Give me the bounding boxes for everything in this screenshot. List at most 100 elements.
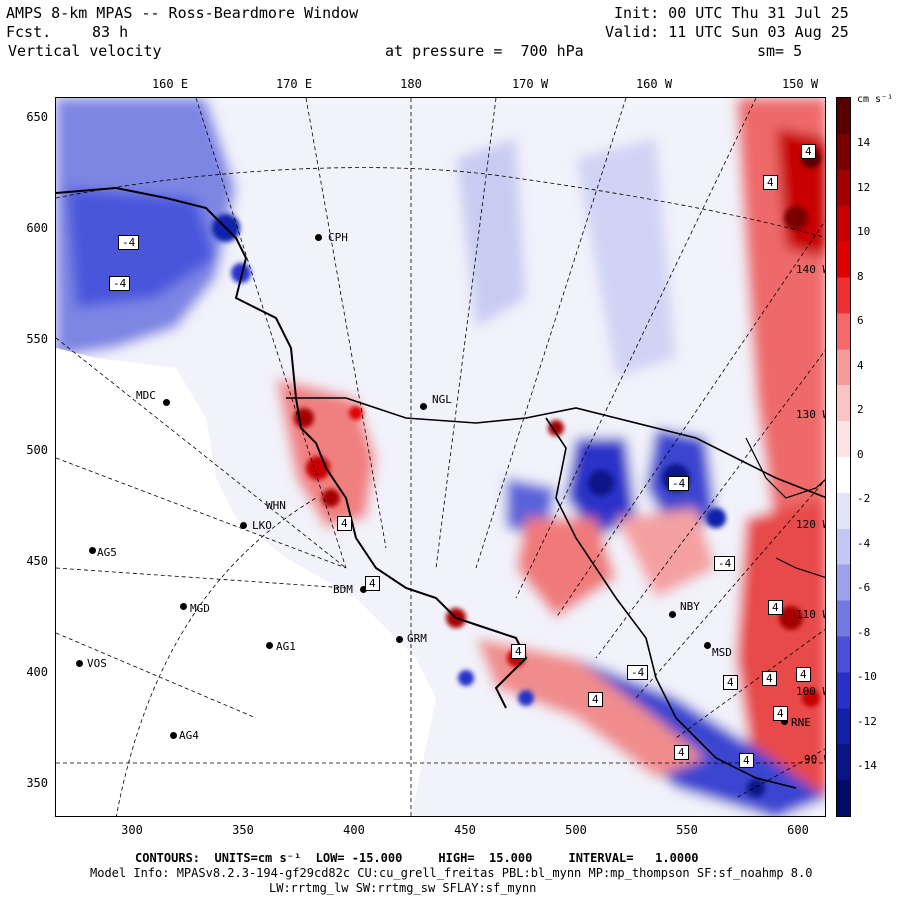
station-dot-cph: [315, 234, 322, 241]
contour-info: CONTOURS: UNITS=cm s⁻¹ LOW= -15.000 HIGH…: [135, 851, 699, 865]
contour-label: 4: [763, 175, 778, 190]
contour-label: 4: [511, 644, 526, 659]
station-dot-mgd: [180, 603, 187, 610]
station-dot-mdc: [163, 399, 170, 406]
contour-label: -4: [714, 556, 736, 571]
x-tick-550: 550: [676, 823, 698, 837]
lon-label-150w: 150 W: [781, 77, 819, 91]
y-tick-650: 650: [26, 110, 48, 124]
field-name: Vertical velocity: [8, 42, 162, 60]
contour-label: 4: [365, 576, 380, 591]
contour-label: -4: [627, 665, 649, 680]
lon-label-170e: 170 E: [275, 77, 313, 91]
station-ag5: AG5: [97, 546, 117, 559]
station-dot-grm: [396, 636, 403, 643]
station-cph: CPH: [328, 231, 348, 244]
station-nby: NBY: [680, 600, 700, 613]
valid-time: Valid: 11 UTC Sun 03 Aug 25: [605, 23, 849, 41]
coastline-east: [545, 417, 797, 789]
station-dot-lko: [240, 522, 247, 529]
pressure-level: at pressure = 700 hPa: [385, 42, 584, 60]
station-dot-ag5: [89, 547, 96, 554]
lon-line-label: 140 W: [796, 263, 826, 276]
station-ag1: AG1: [276, 640, 296, 653]
contour-label: 4: [801, 144, 816, 159]
contour-label: -4: [109, 276, 131, 291]
colorbar-tick-label: 4: [857, 358, 864, 372]
y-tick-550: 550: [26, 332, 48, 346]
colorbar: [836, 97, 851, 817]
lon-line-label: 130 W: [796, 408, 826, 421]
graticule: [56, 98, 825, 816]
colorbar-tick-label: -10: [857, 670, 877, 683]
colorbar-unit: cm s⁻¹: [857, 94, 894, 105]
x-tick-350: 350: [232, 823, 254, 837]
lon-line-label: 110 W: [796, 608, 826, 621]
station-dot-ag4: [170, 732, 177, 739]
contour-label: 4: [674, 745, 689, 760]
x-tick-450: 450: [454, 823, 476, 837]
colorbar-tick-label: 12: [857, 180, 871, 194]
colorbar-tick-label: 0: [857, 447, 864, 461]
colorbar-tick-label: 6: [857, 314, 864, 327]
x-tick-400: 400: [343, 823, 365, 837]
contour-label: 4: [337, 516, 352, 531]
colorbar-tick-label: 2: [857, 403, 864, 416]
smoothing: sm= 5: [757, 42, 803, 60]
map-canvas: [56, 98, 825, 816]
colorbar-tick-label: -12: [857, 714, 877, 728]
y-tick-450: 450: [26, 554, 48, 568]
no-data-region: [56, 348, 436, 816]
x-tick-300: 300: [121, 823, 143, 837]
lon-line-label: 120 W: [796, 518, 826, 531]
station-ag4: AG4: [179, 729, 199, 742]
coastline-west: [56, 186, 528, 709]
contour-label: 4: [588, 692, 603, 707]
y-tick-500: 500: [26, 443, 48, 457]
colorbar-tick-label: -6: [857, 581, 871, 594]
station-vos: VOS: [87, 657, 107, 670]
contour-label: 4: [773, 706, 788, 721]
contour-label: 4: [762, 671, 777, 686]
lon-label-170w: 170 W: [511, 77, 549, 91]
lon-label-160e: 160 E: [151, 77, 189, 91]
lon-line-label: 90 W: [804, 753, 825, 766]
station-bdm: BDM: [333, 583, 353, 596]
station-dot-bdm: [360, 586, 367, 593]
forecast-hour: 83 h: [92, 23, 129, 41]
lon-label-180: 180: [400, 77, 422, 91]
colorbar-tick-label: 8: [857, 269, 864, 283]
station-dot-nby: [669, 611, 676, 618]
station-msd: MSD: [712, 646, 732, 659]
colorbar-tick-label: 14: [857, 136, 871, 149]
station-dot-msd: [704, 642, 711, 649]
station-dot-vos: [76, 660, 83, 667]
colorbar-tick-label: -14: [857, 759, 877, 772]
station-whn: WHN: [266, 499, 286, 512]
y-tick-350: 350: [26, 776, 48, 790]
model-info: Model Info: MPASv8.2.3-194-gf29cd82c CU:…: [90, 866, 813, 880]
station-dot-ngl: [420, 403, 427, 410]
contour-label: 4: [768, 600, 783, 615]
colorbar-tick-label: 10: [857, 225, 871, 238]
colorbar-tick-label: -8: [857, 625, 871, 639]
colorbar-tick-label: -4: [857, 536, 871, 550]
contour-label: 4: [723, 675, 738, 690]
forecast-label: Fcst.: [6, 23, 52, 41]
contour-label: -4: [118, 235, 140, 250]
map-title: AMPS 8-km MPAS -- Ross-Beardmore Window: [6, 4, 359, 22]
station-mdc: MDC: [136, 389, 156, 402]
station-dot-ag1: [266, 642, 273, 649]
station-lko: LKO: [252, 519, 272, 532]
y-tick-600: 600: [26, 221, 48, 235]
contour-label: 4: [796, 667, 811, 682]
contour-label: -4: [668, 476, 690, 491]
lon-line-label: 100 W: [796, 685, 826, 698]
station-dot-rne: [781, 718, 788, 725]
physics-info: LW:rrtmg_lw SW:rrtmg_sw SFLAY:sf_mynn: [269, 881, 537, 895]
station-grm: GRM: [407, 632, 427, 645]
station-ngl: NGL: [432, 393, 452, 406]
lon-label-160w: 160 W: [635, 77, 673, 91]
x-tick-600: 600: [787, 823, 809, 837]
station-mgd: MGD: [190, 602, 210, 615]
